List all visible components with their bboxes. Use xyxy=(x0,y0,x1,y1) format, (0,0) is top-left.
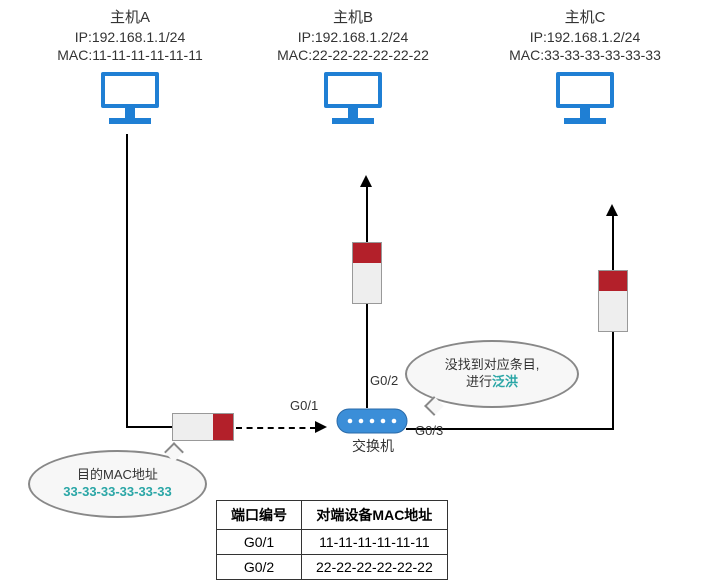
monitor-icon xyxy=(550,68,620,134)
mac-table-cell-port: G0/1 xyxy=(217,530,302,555)
bubble-flood-line1: 没找到对应条目, xyxy=(445,357,540,374)
port-g03-label: G0/3 xyxy=(415,423,443,438)
arrow-to-b xyxy=(360,175,372,187)
bubble-dest-mac-line1: 目的MAC地址 xyxy=(77,467,158,484)
packet-from-a xyxy=(172,413,234,441)
host-b-title: 主机B xyxy=(258,8,448,28)
link-a-vert xyxy=(126,134,128,428)
host-c: 主机C IP:192.168.1.2/24 MAC:33-33-33-33-33… xyxy=(490,8,680,134)
host-a-mac: MAC:11-11-11-11-11-11 xyxy=(40,46,220,64)
arrow-to-c xyxy=(606,204,618,216)
host-a-ip: IP:192.168.1.1/24 xyxy=(40,28,220,46)
host-b-mac: MAC:22-22-22-22-22-22 xyxy=(258,46,448,64)
port-g01-label: G0/1 xyxy=(290,398,318,413)
monitor-icon xyxy=(95,68,165,134)
bubble-flood-line2-hl: 泛洪 xyxy=(492,374,518,389)
host-b-ip: IP:192.168.1.2/24 xyxy=(258,28,448,46)
table-row: G0/2 22-22-22-22-22-22 xyxy=(217,555,448,580)
host-c-mac: MAC:33-33-33-33-33-33 xyxy=(490,46,680,64)
packet-to-b xyxy=(352,242,382,304)
mac-table-header-port: 端口编号 xyxy=(217,501,302,530)
mac-table-cell-mac: 11-11-11-11-11-11 xyxy=(302,530,448,555)
mac-table-cell-port: G0/2 xyxy=(217,555,302,580)
monitor-icon xyxy=(318,68,388,134)
table-row: G0/1 11-11-11-11-11-11 xyxy=(217,530,448,555)
host-a: 主机A IP:192.168.1.1/24 MAC:11-11-11-11-11… xyxy=(40,8,220,134)
host-b: 主机B IP:192.168.1.2/24 MAC:22-22-22-22-22… xyxy=(258,8,448,134)
arrow-from-a xyxy=(315,421,327,433)
port-g02-label: G0/2 xyxy=(370,373,398,388)
bubble-dest-mac: 目的MAC地址 33-33-33-33-33-33 xyxy=(28,450,207,518)
switch-icon xyxy=(336,408,408,439)
host-c-ip: IP:192.168.1.2/24 xyxy=(490,28,680,46)
bubble-flood-line2: 进行泛洪 xyxy=(466,374,518,391)
link-a-dashed xyxy=(236,427,316,429)
bubble-dest-mac-line2: 33-33-33-33-33-33 xyxy=(63,484,171,501)
host-a-title: 主机A xyxy=(40,8,220,28)
bubble-flood: 没找到对应条目, 进行泛洪 xyxy=(405,340,579,408)
bubble-flood-line2-prefix: 进行 xyxy=(466,374,492,389)
mac-table-header-row: 端口编号 对端设备MAC地址 xyxy=(217,501,448,530)
mac-table-header-mac: 对端设备MAC地址 xyxy=(302,501,448,530)
switch-label: 交换机 xyxy=(348,436,398,456)
mac-table: 端口编号 对端设备MAC地址 G0/1 11-11-11-11-11-11 G0… xyxy=(216,500,448,580)
mac-table-cell-mac: 22-22-22-22-22-22 xyxy=(302,555,448,580)
host-c-title: 主机C xyxy=(490,8,680,28)
packet-to-c xyxy=(598,270,628,332)
link-a-horz xyxy=(126,426,174,428)
